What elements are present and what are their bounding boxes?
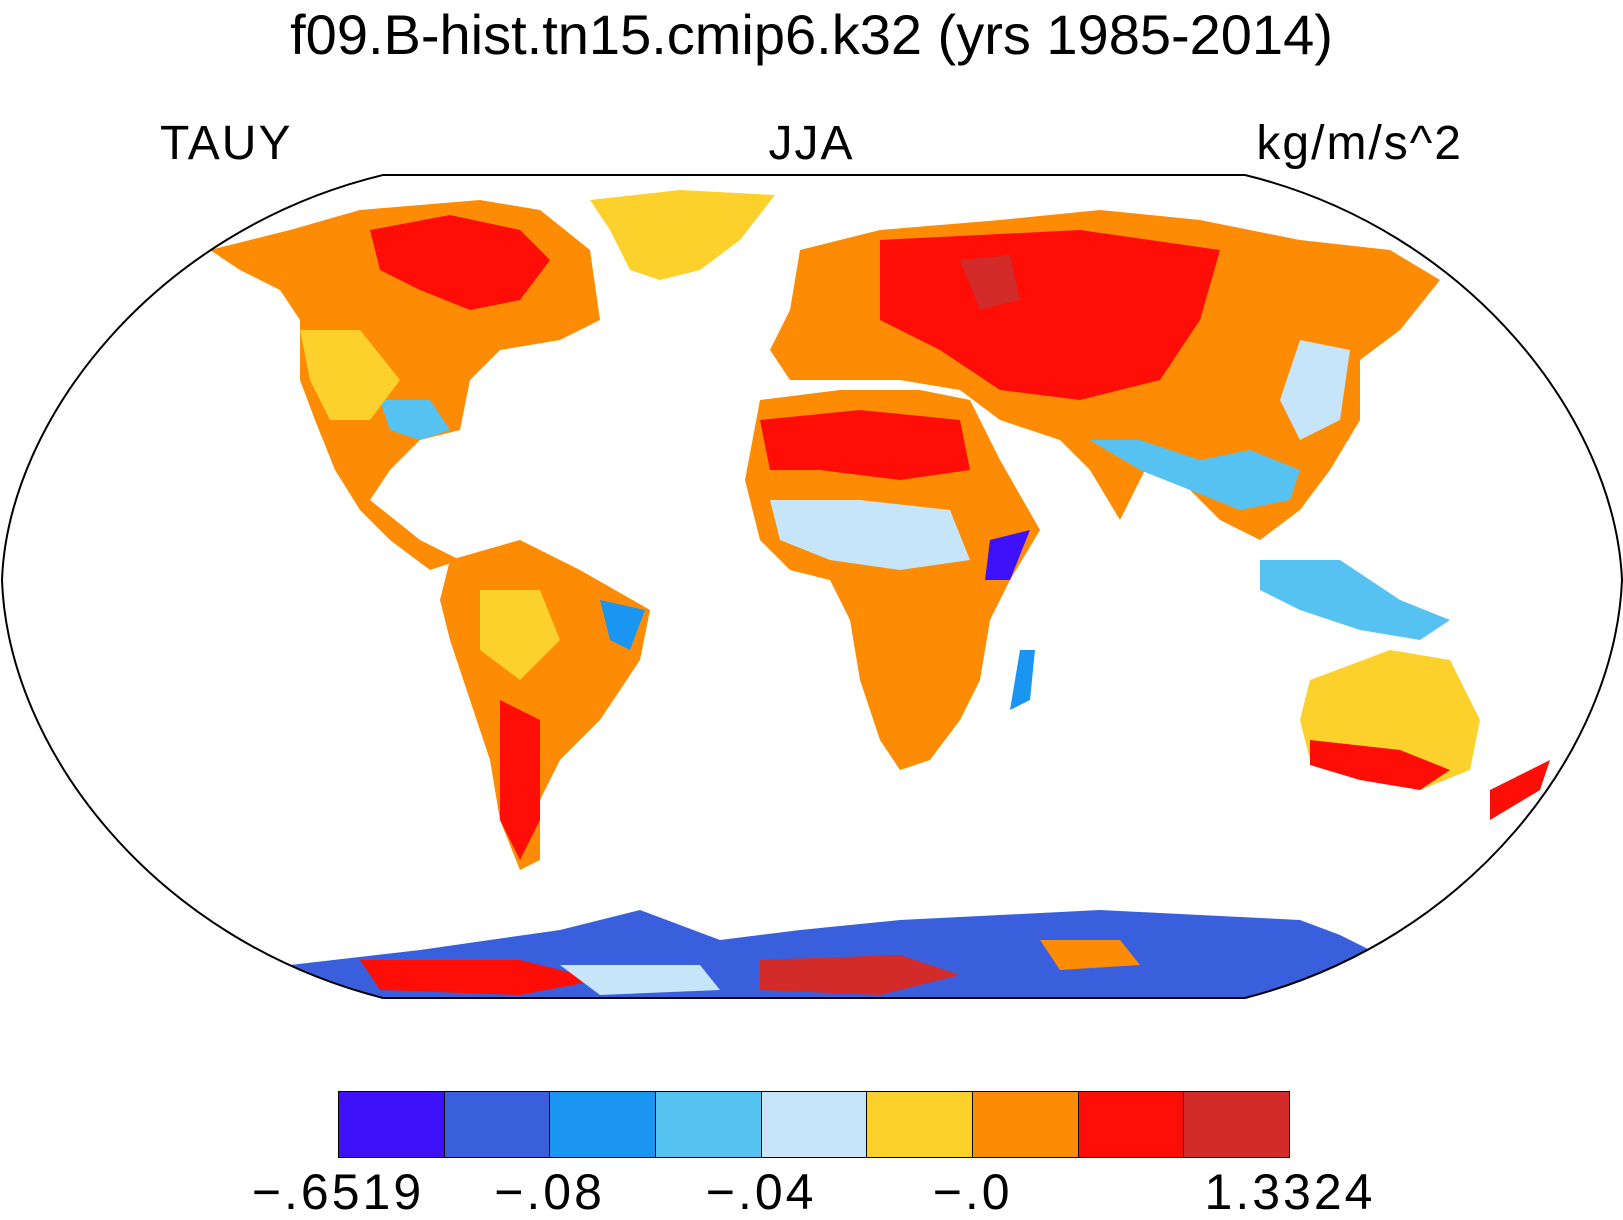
madagascar-land: [1010, 650, 1035, 710]
units-label: kg/m/s^2: [1256, 117, 1463, 170]
antarctica-red: [360, 960, 600, 995]
north-america-red: [370, 215, 550, 310]
colorbar-swatch: [444, 1092, 551, 1157]
colorbar-swatch: [867, 1092, 974, 1157]
colorbar-swatch: [339, 1092, 445, 1157]
asia-blue: [1090, 440, 1300, 510]
colorbar-tick-label: −.08: [494, 1164, 605, 1220]
north-america-blue: [380, 400, 450, 440]
colorbar-swatch: [973, 1092, 1079, 1157]
colorbar-swatch: [550, 1092, 657, 1157]
antarctica-lightblue: [560, 965, 720, 995]
variable-label: TAUY: [160, 117, 293, 170]
south-america-blue: [600, 600, 645, 650]
greenland-land: [590, 190, 775, 280]
colorbar-tick-label: −.6519: [251, 1164, 425, 1220]
map-border: [0, 174, 1623, 999]
north-america-yellow: [300, 330, 400, 420]
south-america-land: [440, 540, 650, 870]
eurasia-darkred: [960, 255, 1020, 310]
antarctica-orange: [1040, 940, 1140, 970]
africa-lightblue: [770, 500, 970, 570]
season-label: JJA: [768, 117, 855, 170]
australia-red: [1310, 740, 1450, 790]
indonesia-land: [1260, 560, 1450, 640]
south-america-yellow: [480, 590, 560, 680]
antarctica-darkred: [760, 955, 960, 995]
colorbar-swatch: [1184, 1092, 1290, 1157]
colorbar: [338, 1091, 1290, 1158]
east-asia-lightblue: [1280, 340, 1350, 440]
colorbar-tick-label: −.0: [932, 1164, 1013, 1220]
africa-blue: [985, 530, 1030, 580]
plot-title: f09.B-hist.tn15.cmip6.k32 (yrs 1985-2014…: [290, 3, 1333, 66]
africa-land: [745, 390, 1040, 770]
africa-red: [760, 410, 970, 480]
south-america-red: [500, 700, 540, 860]
colorbar-swatch: [656, 1092, 762, 1157]
colorbar-tick-label: 1.3324: [1204, 1164, 1376, 1220]
new-zealand-land: [1490, 760, 1550, 820]
colorbar-swatch: [761, 1092, 868, 1157]
colorbar-tick-label: −.04: [705, 1164, 817, 1220]
colorbar-swatch: [1078, 1092, 1185, 1157]
